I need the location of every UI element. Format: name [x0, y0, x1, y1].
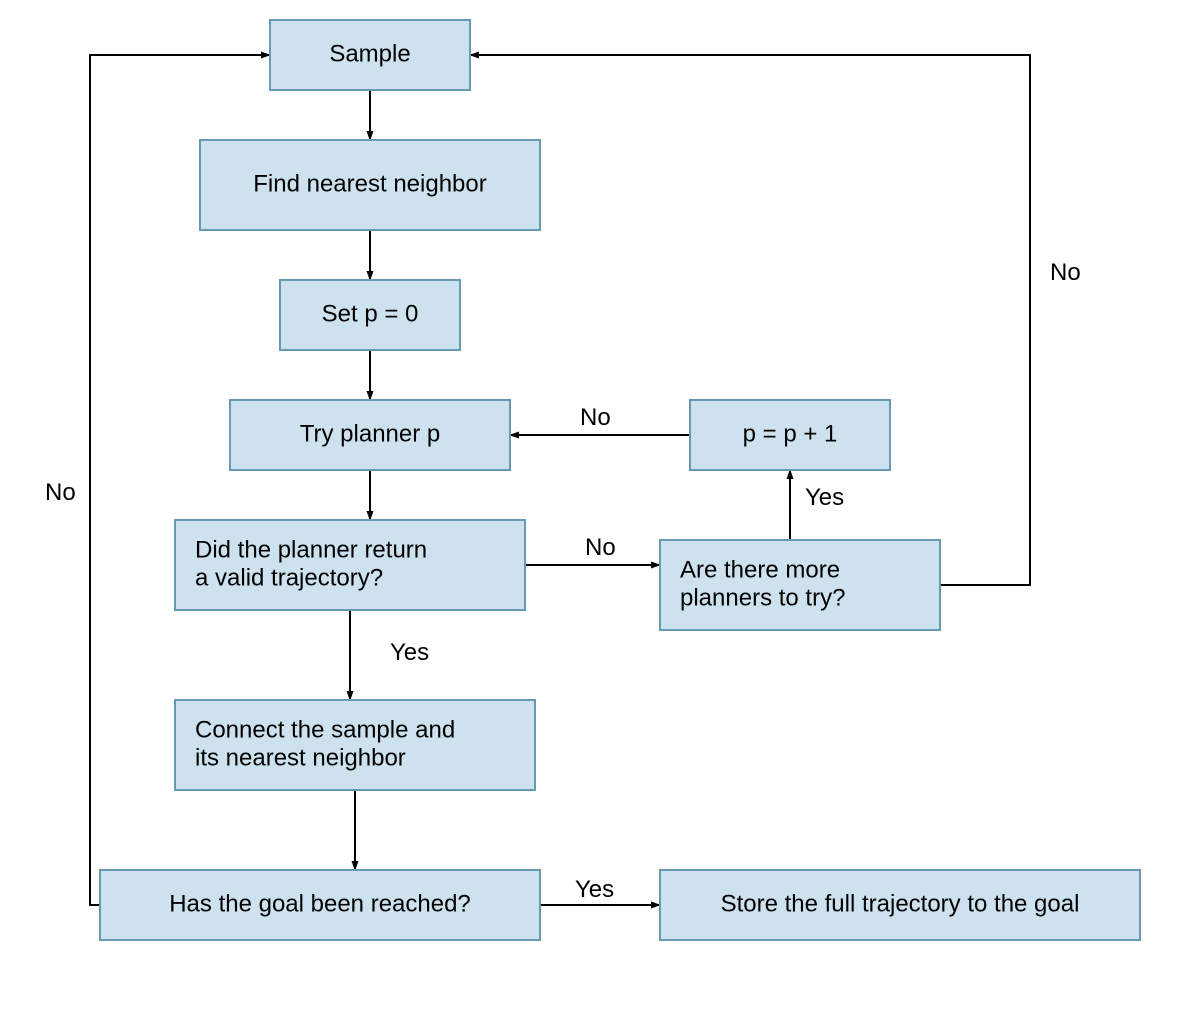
node-validq-text: a valid trajectory? — [195, 564, 383, 591]
edgelabel-moreq_sample_no: No — [1050, 259, 1081, 286]
node-moreq: Are there moreplanners to try? — [660, 540, 940, 630]
node-incp-text: p = p + 1 — [743, 420, 838, 447]
node-goalq-text: Has the goal been reached? — [169, 890, 471, 917]
edgelabel-goalq_store_yes: Yes — [575, 876, 614, 903]
node-store: Store the full trajectory to the goal — [660, 870, 1140, 940]
node-setp-text: Set p = 0 — [322, 300, 419, 327]
node-setp: Set p = 0 — [280, 280, 460, 350]
node-moreq-text: planners to try? — [680, 584, 845, 611]
node-incp: p = p + 1 — [690, 400, 890, 470]
node-validq-text: Did the planner return — [195, 536, 427, 563]
edgelabel-goalq_sample_no: No — [45, 479, 76, 506]
node-connect: Connect the sample andits nearest neighb… — [175, 700, 535, 790]
node-moreq-text: Are there more — [680, 556, 840, 583]
node-findnn-text: Find nearest neighbor — [253, 170, 486, 197]
edgelabel-validq_moreq_no: No — [585, 534, 616, 561]
edge-moreq-sample — [470, 55, 1030, 585]
node-validq: Did the planner returna valid trajectory… — [175, 520, 525, 610]
edgelabel-incp_tryp_no: No — [580, 404, 611, 431]
node-tryp: Try planner p — [230, 400, 510, 470]
node-findnn: Find nearest neighbor — [200, 140, 540, 230]
edgelabel-validq_connect_yes: Yes — [390, 639, 429, 666]
node-connect-text: Connect the sample and — [195, 716, 455, 743]
node-sample: Sample — [270, 20, 470, 90]
node-store-text: Store the full trajectory to the goal — [721, 890, 1080, 917]
node-sample-text: Sample — [329, 40, 410, 67]
edgelabel-moreq_incp_yes: Yes — [805, 484, 844, 511]
node-goalq: Has the goal been reached? — [100, 870, 540, 940]
node-tryp-text: Try planner p — [300, 420, 441, 447]
node-connect-text: its nearest neighbor — [195, 744, 406, 771]
